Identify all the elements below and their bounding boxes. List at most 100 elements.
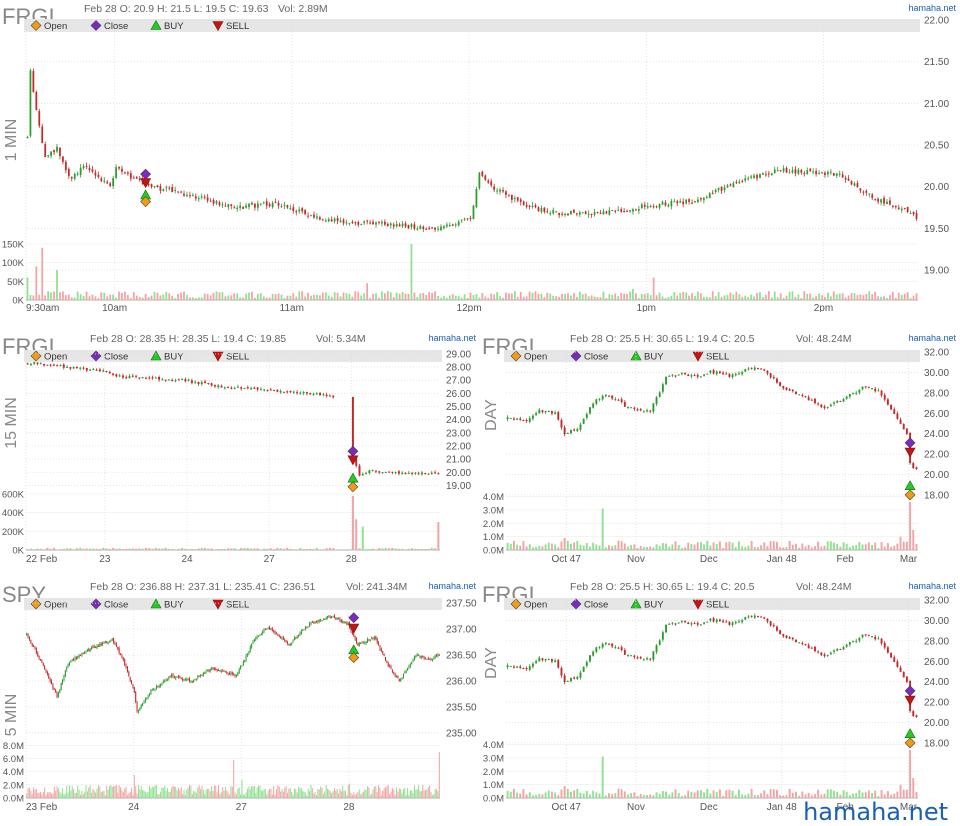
- candle-body: [162, 681, 164, 683]
- volume-bar: [861, 792, 864, 798]
- volume-bar: [750, 788, 753, 798]
- volume-bar: [146, 792, 148, 798]
- candle-body: [658, 640, 661, 645]
- volume-bar: [795, 791, 797, 798]
- candle-body: [627, 407, 629, 409]
- volume-bar: [363, 293, 366, 300]
- volume-bar: [88, 787, 90, 798]
- volume-bar: [593, 296, 596, 300]
- volume-bar: [333, 788, 335, 798]
- candle-body: [623, 210, 625, 212]
- volume-bar: [277, 785, 279, 798]
- volume-bar: [124, 788, 126, 798]
- candles-group: [506, 365, 918, 470]
- candle-body: [886, 201, 888, 205]
- volume-bar: [630, 545, 633, 550]
- candle-body: [325, 394, 328, 396]
- candle-body: [516, 197, 519, 201]
- volume-bar: [75, 548, 78, 550]
- volume-bar: [358, 789, 360, 798]
- volume-bar: [357, 291, 360, 300]
- candle-body: [744, 617, 747, 620]
- candle-body: [430, 472, 433, 474]
- volume-bar: [731, 790, 734, 798]
- volume-bar: [611, 546, 614, 550]
- volume-bar: [844, 297, 847, 300]
- candle-body: [260, 634, 262, 636]
- volume-bar: [903, 293, 906, 300]
- volume-bar: [646, 795, 648, 798]
- volume-bar: [140, 785, 142, 798]
- volume-bar: [147, 296, 150, 300]
- candle-body: [510, 195, 513, 200]
- candle-body: [386, 223, 389, 226]
- legend-item-close: Close: [90, 20, 128, 32]
- time-tick-label: Jan 48: [767, 802, 797, 813]
- price-tick-label: 20.00: [446, 468, 471, 479]
- candle-body: [844, 177, 847, 180]
- candle-body: [880, 638, 883, 644]
- volume-bar: [564, 294, 566, 300]
- candle-body: [369, 639, 371, 641]
- candle-body: [601, 395, 604, 400]
- candle-body: [763, 617, 766, 619]
- candle-body: [114, 642, 116, 645]
- candles-group: [26, 361, 440, 477]
- volume-bar: [889, 295, 891, 300]
- volume-bar: [223, 549, 226, 550]
- candle-body: [750, 615, 753, 617]
- candle-body: [75, 366, 78, 369]
- volume-tick-label: 2.0M: [483, 519, 504, 530]
- volume-bar: [596, 297, 599, 300]
- volume-tick-label: 4.0M: [483, 740, 504, 751]
- candle-body: [874, 636, 877, 640]
- volume-bar: [369, 297, 371, 300]
- volume-bar: [788, 540, 791, 550]
- volume-bar: [156, 292, 159, 300]
- sell-marker: [904, 447, 916, 458]
- price-tick-label: 29.00: [446, 349, 471, 360]
- legend-label-buy: BUY: [164, 600, 184, 611]
- volume-bar: [785, 547, 788, 550]
- volume-bar: [855, 545, 858, 550]
- candle-body: [639, 656, 642, 659]
- volume-bar: [222, 787, 224, 798]
- candle-body: [193, 680, 195, 683]
- candle-body: [82, 652, 84, 654]
- volume-bar: [899, 784, 902, 798]
- candle-body: [286, 391, 289, 393]
- volume-tick-label: 0.0M: [3, 794, 24, 805]
- candle-body: [394, 471, 397, 473]
- candle-body: [227, 204, 230, 208]
- candle-body: [463, 218, 466, 220]
- candle-body: [253, 639, 255, 642]
- candle-body: [905, 676, 908, 682]
- candle-body: [325, 617, 327, 619]
- volume-bar: [242, 794, 244, 798]
- candle-body: [668, 375, 671, 377]
- candle-body: [611, 643, 614, 647]
- candle-body: [712, 618, 715, 622]
- volume-bar: [194, 298, 197, 300]
- candle-body: [375, 222, 377, 225]
- candle-body: [544, 658, 547, 661]
- volume-bar: [310, 784, 312, 798]
- volume-bar: [566, 788, 569, 798]
- volume-tick-label: 6.0M: [3, 754, 24, 765]
- candle-body: [702, 197, 705, 201]
- candle-body: [402, 673, 404, 678]
- candle-body: [741, 180, 744, 182]
- volume-bar: [782, 297, 785, 300]
- buy-marker: [150, 350, 162, 361]
- candle-body: [734, 373, 737, 376]
- volume-bar: [760, 793, 763, 798]
- price-tick-label: 28.00: [446, 363, 471, 374]
- volume-bar: [39, 548, 42, 550]
- volume-bar: [383, 293, 386, 300]
- candle-body: [454, 224, 457, 226]
- chart-panel-frgi-15min: FRGI Feb 28 O: 28.35 H: 28.35 L: 19.4 C: …: [0, 330, 480, 570]
- candle-body: [329, 616, 331, 618]
- volume-bar: [506, 790, 509, 798]
- candle-body: [551, 410, 553, 414]
- candle-body: [197, 676, 199, 679]
